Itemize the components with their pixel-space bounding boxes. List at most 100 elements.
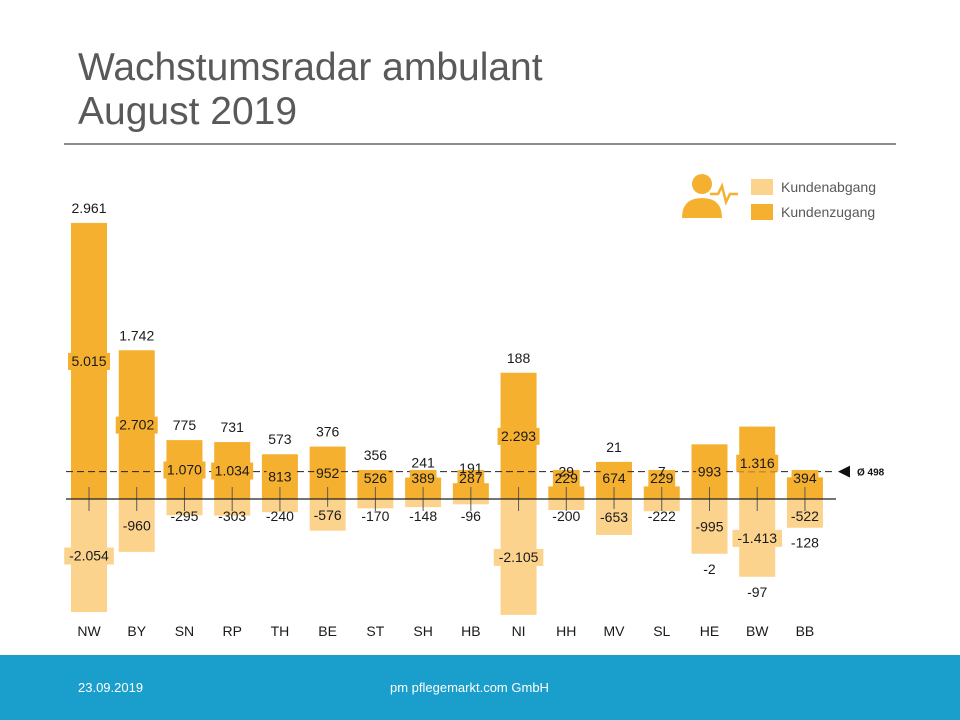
category-label-SH: SH: [413, 623, 432, 639]
abgang-label-BB: -522: [791, 508, 819, 524]
abgang-label-NW-bg: [64, 547, 114, 565]
abgang-label-BW-bg: [732, 529, 783, 547]
category-label-HH: HH: [556, 623, 576, 639]
category-label-NW: NW: [77, 623, 101, 639]
net-label-HB: 191: [459, 460, 483, 476]
zugang-label-NI-bg: [497, 427, 540, 445]
category-label-SN: SN: [175, 623, 194, 639]
net-label-SN: 775: [173, 417, 197, 433]
abgang-label-BY-bg: [119, 517, 154, 535]
zugang-label-HH-bg: [552, 470, 580, 487]
net-label-BB: -128: [791, 535, 819, 551]
abgang-label-MV: -653: [600, 509, 628, 525]
abgang-label-NI-bg: [493, 548, 544, 566]
zugang-label-HB-bg: [457, 470, 485, 487]
zugang-label-MV-bg: [600, 470, 628, 487]
abgang-label-NW: -2.054: [69, 548, 109, 564]
footer-company: pm pflegemarkt.com GmbH: [390, 680, 549, 695]
abgang-label-HE-bg: [692, 518, 727, 536]
zugang-label-NI: 2.293: [501, 428, 536, 444]
zugang-label-SH-bg: [409, 470, 437, 487]
zugang-label-HE-bg: [696, 463, 723, 481]
net-label-HH: 29: [559, 463, 575, 479]
category-label-MV: MV: [604, 623, 626, 639]
legend-swatch-kundenabgang: [751, 179, 773, 195]
zugang-label-ST-bg: [361, 470, 389, 487]
zugang-label-HH: 229: [555, 470, 579, 486]
footer-bar: 23.09.2019 pm pflegemarkt.com GmbH: [0, 655, 960, 720]
zugang-label-BE: 952: [316, 465, 340, 481]
net-label-SH: 241: [411, 455, 435, 471]
chart-title-line1: Wachstumsradar ambulant: [78, 46, 543, 89]
abgang-label-MV-bg: [596, 508, 632, 526]
chart-title-line2: August 2019: [78, 90, 298, 133]
zugang-label-SN: 1.070: [167, 462, 202, 478]
zugang-label-BW-bg: [736, 454, 779, 472]
zugang-label-SN-bg: [163, 461, 206, 479]
abgang-label-SL: -222: [648, 508, 676, 524]
zugang-label-BY-bg: [115, 416, 158, 434]
abgang-label-BE-bg: [310, 506, 345, 524]
net-label-BY: 1.742: [119, 327, 154, 343]
legend-label-kundenabgang: Kundenabgang: [781, 179, 876, 195]
category-label-BW: BW: [746, 623, 769, 639]
net-label-HE: -2: [703, 561, 716, 577]
category-label-NI: NI: [512, 623, 526, 639]
zugang-label-BB: 394: [793, 470, 817, 486]
zugang-label-TH-bg: [266, 468, 294, 486]
zugang-label-BY: 2.702: [119, 417, 154, 433]
zugang-label-NW-bg: [68, 352, 110, 370]
title-divider: [64, 143, 896, 145]
net-label-BW: -97: [747, 584, 767, 600]
category-label-SL: SL: [653, 623, 670, 639]
zugang-label-NW: 5.015: [71, 353, 106, 369]
net-label-ST: 356: [364, 447, 388, 463]
abgang-label-BY: -960: [123, 517, 151, 533]
bar-chart: Ø 498 5.015 -2.054 2.961 NW 2.702 -960 1.742 BY 1…: [64, 200, 885, 639]
abgang-label-HE: -995: [695, 518, 723, 534]
category-label-BE: BE: [318, 623, 337, 639]
category-label-BB: BB: [796, 623, 815, 639]
abgang-label-NI: -2.105: [499, 549, 539, 565]
zugang-label-MV: 674: [602, 470, 626, 486]
category-label-HB: HB: [461, 623, 480, 639]
zugang-label-HE: 993: [698, 464, 722, 480]
abgang-label-TH: -240: [266, 508, 294, 524]
zugang-label-SL-bg: [648, 470, 676, 487]
average-label: Ø 498: [857, 468, 885, 479]
legend-swatch-kundenzugang: [751, 204, 773, 220]
abgang-label-ST: -170: [361, 508, 389, 524]
category-label-BY: BY: [127, 623, 146, 639]
net-label-NI: 188: [507, 350, 531, 366]
category-label-RP: RP: [222, 623, 241, 639]
zugang-label-SH: 389: [411, 470, 435, 486]
zugang-label-BE-bg: [314, 464, 342, 482]
zugang-label-SL: 229: [650, 470, 674, 486]
net-label-RP: 731: [221, 419, 245, 435]
abgang-label-HB: -96: [461, 508, 481, 524]
footer-date: 23.09.2019: [78, 680, 144, 695]
zugang-label-ST: 526: [364, 470, 388, 486]
zugang-label-HB: 287: [459, 470, 483, 486]
category-label-HE: HE: [700, 623, 719, 639]
abgang-label-RP: -303: [218, 508, 246, 524]
category-label-ST: ST: [366, 623, 384, 639]
net-label-MV: 21: [606, 439, 622, 455]
abgang-label-BE: -576: [314, 507, 342, 523]
net-label-TH: 573: [268, 431, 292, 447]
zugang-label-RP: 1.034: [215, 463, 250, 479]
abgang-label-SH: -148: [409, 508, 437, 524]
zugang-label-BB-bg: [791, 470, 819, 487]
abgang-label-BW: -1.413: [737, 530, 777, 546]
zugang-label-BW: 1.316: [740, 455, 775, 471]
net-label-NW: 2.961: [71, 200, 106, 216]
net-label-BE: 376: [316, 424, 340, 440]
net-label-SL: 7: [658, 463, 666, 479]
category-label-TH: TH: [271, 623, 290, 639]
abgang-label-HH: -200: [552, 508, 580, 524]
person-heartbeat-icon: [680, 172, 740, 222]
zugang-label-RP-bg: [211, 462, 254, 480]
legend-label-kundenzugang: Kundenzugang: [781, 204, 876, 220]
abgang-label-SN: -295: [170, 508, 198, 524]
average-marker-icon: [838, 465, 850, 478]
